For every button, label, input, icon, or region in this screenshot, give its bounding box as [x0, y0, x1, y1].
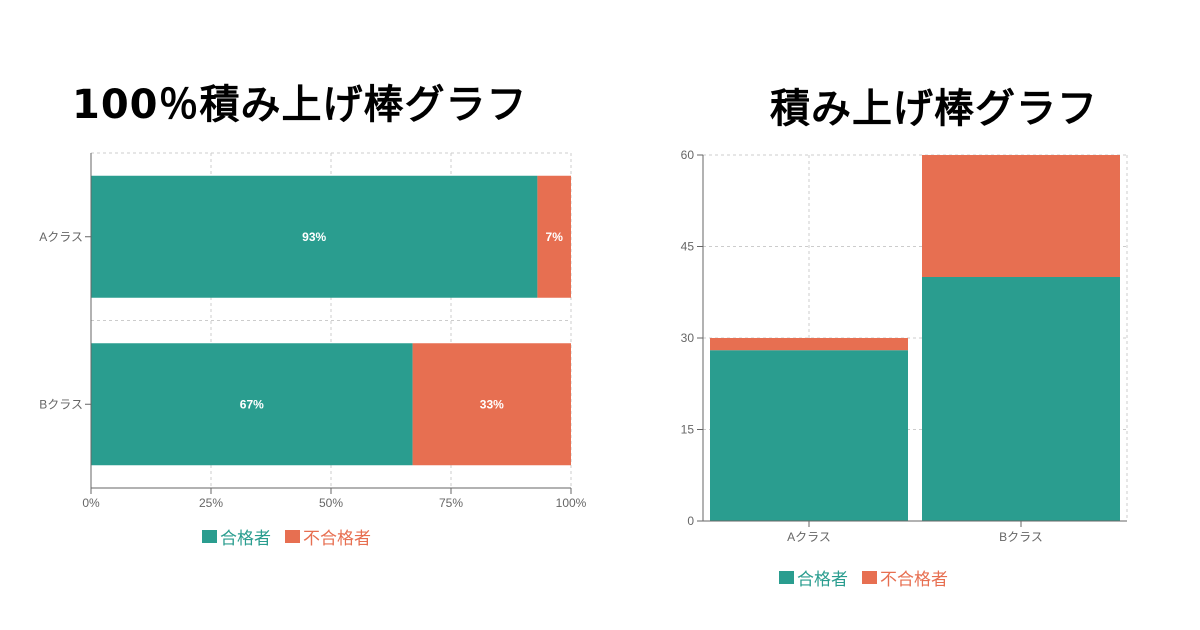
legend-item-fail[interactable]: 不合格者	[862, 565, 948, 590]
chart-title-percent-stacked: 100％積み上げ棒グラフ	[72, 82, 528, 128]
bar-data-label: 67%	[240, 397, 264, 411]
y-tick-label: 30	[681, 331, 695, 345]
legend-percent-stacked: 合格者 不合格者	[202, 524, 385, 549]
legend-swatch-pass	[202, 530, 217, 543]
legend-swatch-fail	[285, 530, 300, 543]
legend-item-fail[interactable]: 不合格者	[285, 524, 371, 549]
legend-label-pass: 合格者	[797, 570, 848, 590]
x-tick-label: Bクラス	[999, 530, 1043, 544]
x-tick-label: 25%	[199, 496, 223, 510]
bar-segment-fail	[412, 343, 571, 466]
legend-item-pass[interactable]: 合格者	[202, 524, 271, 549]
legend-label-pass: 合格者	[220, 529, 271, 549]
bar-segment-pass	[91, 343, 413, 466]
x-tick-label: 75%	[439, 496, 463, 510]
bar-data-label: 93%	[302, 230, 326, 244]
legend-label-fail: 不合格者	[303, 529, 371, 549]
x-tick-label: Aクラス	[787, 530, 831, 544]
legend-swatch-fail	[862, 571, 877, 584]
y-tick-label: 0	[687, 514, 694, 528]
x-tick-label: 100%	[556, 496, 587, 510]
chart-title-stacked: 積み上げ棒グラフ	[770, 86, 1098, 132]
legend-stacked: 合格者 不合格者	[779, 565, 962, 590]
bar-data-label: 33%	[480, 397, 504, 411]
x-tick-label: 50%	[319, 496, 343, 510]
y-tick-label: Aクラス	[39, 230, 83, 244]
bar-segment-fail	[537, 175, 571, 298]
bar-segment-pass	[91, 175, 538, 298]
bar-segment-pass	[710, 350, 908, 521]
y-tick-label: 15	[681, 423, 695, 437]
y-tick-label: 60	[681, 148, 695, 162]
legend-swatch-pass	[779, 571, 794, 584]
bar-segment-fail	[710, 338, 908, 351]
x-tick-label: 0%	[82, 496, 100, 510]
y-tick-label: Bクラス	[39, 397, 83, 411]
legend-item-pass[interactable]: 合格者	[779, 565, 848, 590]
bar-segment-fail	[922, 155, 1120, 277]
bar-segment-pass	[922, 277, 1120, 521]
bar-data-label: 7%	[546, 230, 564, 244]
y-tick-label: 45	[681, 240, 695, 254]
legend-label-fail: 不合格者	[880, 570, 948, 590]
